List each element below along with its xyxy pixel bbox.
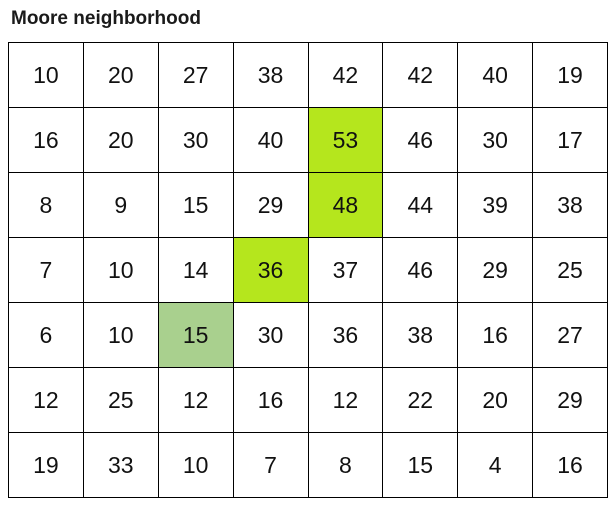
grid-cell: 25 [83, 368, 159, 433]
grid-cell: 33 [83, 433, 159, 498]
grid-cell: 10 [83, 238, 159, 303]
grid-cell: 29 [458, 238, 534, 303]
grid-cell: 44 [383, 173, 459, 238]
grid-cell: 36 [308, 303, 384, 368]
grid-cell: 20 [458, 368, 534, 433]
value-grid: 10 20 27 38 42 42 40 19 16 20 30 40 53 46 30 17 8 9 15 29 48… [8, 42, 608, 498]
grid-cell: 29 [533, 368, 608, 433]
grid-cell: 25 [533, 238, 608, 303]
grid-cell: 29 [233, 173, 309, 238]
grid-cell: 30 [158, 108, 234, 173]
grid-cell: 42 [383, 43, 459, 108]
grid-cell: 4 [458, 433, 534, 498]
grid-cell: 19 [9, 433, 84, 498]
grid-cell: 46 [383, 238, 459, 303]
highlighted-grid-cell: 36 [233, 238, 309, 303]
grid-cell: 8 [308, 433, 384, 498]
grid-cell: 19 [533, 43, 608, 108]
grid-cell: 38 [383, 303, 459, 368]
grid-cell: 10 [9, 43, 84, 108]
grid-cell: 30 [458, 108, 534, 173]
grid-cell: 16 [233, 368, 309, 433]
grid-cell: 12 [308, 368, 384, 433]
grid-cell: 8 [9, 173, 84, 238]
grid-cell: 12 [158, 368, 234, 433]
diagram-title: Moore neighborhood [11, 8, 201, 29]
grid-cell: 37 [308, 238, 384, 303]
highlighted-grid-cell: 53 [308, 108, 384, 173]
grid-cell: 40 [458, 43, 534, 108]
grid-cell: 16 [9, 108, 84, 173]
grid-cell: 40 [233, 108, 309, 173]
grid-cell: 46 [383, 108, 459, 173]
grid-cell: 16 [533, 433, 608, 498]
grid-cell: 7 [9, 238, 84, 303]
grid-cell: 15 [383, 433, 459, 498]
grid-cell: 10 [158, 433, 234, 498]
grid-cell: 38 [233, 43, 309, 108]
grid-cell: 22 [383, 368, 459, 433]
grid-cell: 14 [158, 238, 234, 303]
grid-cell: 20 [83, 43, 159, 108]
grid-cell: 27 [158, 43, 234, 108]
grid-cell: 12 [9, 368, 84, 433]
grid-cell: 17 [533, 108, 608, 173]
grid-cell: 7 [233, 433, 309, 498]
grid-cell: 42 [308, 43, 384, 108]
highlighted-grid-cell: 48 [308, 173, 384, 238]
grid-cell: 39 [458, 173, 534, 238]
grid-cell: 10 [83, 303, 159, 368]
grid-cell: 38 [533, 173, 608, 238]
grid-cell: 6 [9, 303, 84, 368]
grid-cell: 30 [233, 303, 309, 368]
grid-cell: 20 [83, 108, 159, 173]
grid-cell: 15 [158, 173, 234, 238]
grid-cell: 16 [458, 303, 534, 368]
highlighted-grid-cell: 15 [158, 303, 234, 368]
grid-cell: 9 [83, 173, 159, 238]
grid-cell: 27 [533, 303, 608, 368]
